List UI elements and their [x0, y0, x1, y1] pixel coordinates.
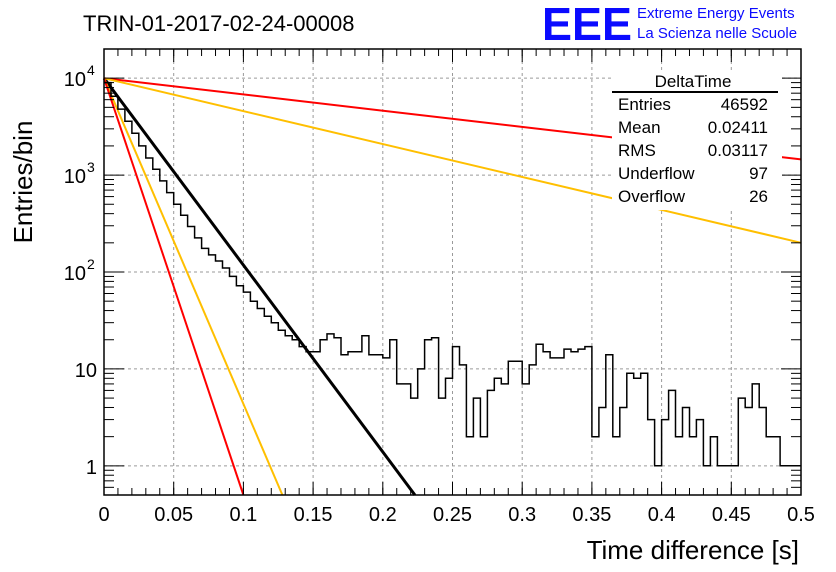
axes: 0 0.05 0.1 0.15 0.2 0.25 0.3 0.35 0.4 0.45 0.5 1 10 1…	[64, 48, 815, 526]
x-tick-label: 0.4	[648, 504, 676, 526]
x-tick-label: 0.45	[712, 504, 751, 526]
stats-value-underflow: 97	[749, 164, 768, 183]
y-tick-label: 10	[75, 360, 97, 382]
eee-logo-line2: La Scienza nelle Scuole	[637, 25, 797, 42]
fit-curve	[102, 77, 417, 496]
stats-box-title: DeltaTime	[655, 72, 732, 91]
fit-curve	[103, 77, 245, 496]
y-tick-label: 10	[64, 263, 86, 285]
y-tick-exponent: 4	[87, 62, 95, 78]
chart-title: TRIN-01-2017-02-24-00008	[83, 11, 355, 36]
stats-label-rms: RMS	[618, 141, 656, 160]
x-tick-label: 0.5	[787, 504, 815, 526]
x-axis-title: Time difference [s]	[587, 535, 799, 565]
y-tick-label: 10	[64, 166, 86, 188]
eee-logo: EEE Extreme Energy Events La Scienza nel…	[542, 0, 797, 50]
histogram-outline	[104, 81, 801, 467]
stats-label-overflow: Overflow	[618, 187, 686, 206]
y-tick-exponent: 3	[87, 159, 95, 175]
stats-label-underflow: Underflow	[618, 164, 695, 183]
x-tick-label: 0	[98, 504, 109, 526]
stats-value-overflow: 26	[749, 187, 768, 206]
x-tick-label: 0.3	[508, 504, 536, 526]
x-tick-label: 0.2	[369, 504, 397, 526]
eee-logo-mark: EEE	[542, 0, 632, 50]
fit-curve	[103, 77, 802, 244]
y-tick-label: 1	[86, 457, 97, 479]
stats-value-mean: 0.02411	[708, 118, 768, 137]
fit-curve	[103, 77, 284, 496]
histogram	[104, 81, 801, 467]
stats-value-entries: 46592	[721, 95, 768, 114]
y-axis-title: Entries/bin	[8, 121, 38, 244]
x-tick-label: 0.05	[154, 504, 193, 526]
stats-value-rms: 0.03117	[708, 141, 768, 160]
y-tick-exponent: 2	[87, 256, 95, 272]
x-tick-label: 0.25	[433, 504, 472, 526]
stats-box-background	[612, 72, 782, 210]
eee-logo-line1: Extreme Energy Events	[637, 5, 795, 22]
stats-label-entries: Entries	[618, 95, 671, 114]
y-tick-label: 10	[64, 69, 86, 91]
x-tick-label: 0.35	[572, 504, 611, 526]
x-tick-label: 0.1	[229, 504, 257, 526]
x-tick-label: 0.15	[294, 504, 333, 526]
stats-label-mean: Mean	[618, 118, 661, 137]
stats-box: DeltaTime Entries 46592 Mean 0.02411 RMS…	[612, 72, 782, 210]
